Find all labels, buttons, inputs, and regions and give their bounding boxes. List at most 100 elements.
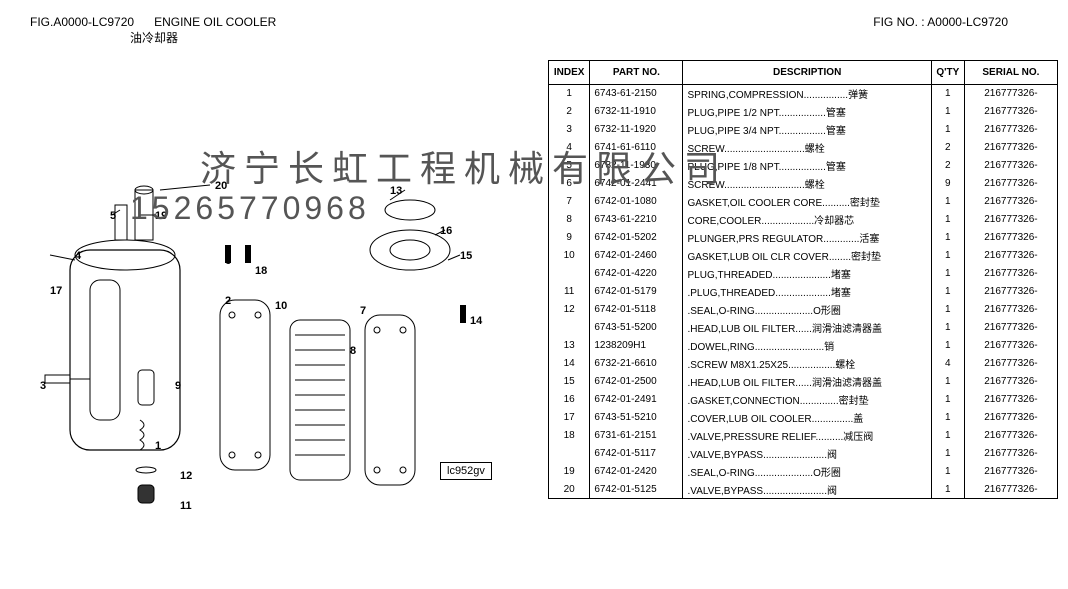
table-row: 86743-61-2210CORE,COOLER................… (549, 211, 1058, 229)
cell-serial: 216777326- (964, 283, 1057, 301)
cell-index: 11 (549, 283, 590, 301)
cell-index: 9 (549, 229, 590, 247)
col-header-description: DESCRIPTION (683, 61, 931, 85)
cell-description: PLUNGER,PRS REGULATOR.............活塞 (683, 229, 931, 247)
cell-serial: 216777326- (964, 445, 1057, 463)
table-row: 186731-61-2151.VALVE,PRESSURE RELIEF....… (549, 427, 1058, 445)
cell-qty: 1 (931, 193, 964, 211)
callout-4: 4 (75, 250, 81, 262)
cell-qty: 1 (931, 481, 964, 499)
cell-description: .HEAD,LUB OIL FILTER......润滑油滤清器盖 (683, 319, 931, 337)
header-right: FIG NO. : A0000-LC9720 (873, 15, 1008, 29)
cell-serial: 216777326- (964, 229, 1057, 247)
cell-description: .GASKET,CONNECTION..............密封垫 (683, 391, 931, 409)
cell-index: 1 (549, 85, 590, 103)
col-header-serial: SERIAL NO. (964, 61, 1057, 85)
cell-description: .SEAL,O-RING.....................O形圈 (683, 301, 931, 319)
cell-description: GASKET,OIL COOLER CORE..........密封垫 (683, 193, 931, 211)
callout-9: 9 (175, 380, 181, 392)
cell-qty: 1 (931, 229, 964, 247)
cell-serial: 216777326- (964, 193, 1057, 211)
cell-index: 10 (549, 247, 590, 265)
cell-qty: 1 (931, 445, 964, 463)
cell-qty: 9 (931, 175, 964, 193)
cell-serial: 216777326- (964, 337, 1057, 355)
callout-7: 7 (360, 305, 366, 317)
cell-qty: 1 (931, 301, 964, 319)
table-row: 96742-01-5202PLUNGER,PRS REGULATOR......… (549, 229, 1058, 247)
cell-qty: 1 (931, 427, 964, 445)
table-row: 6742-01-4220PLUG,THREADED...............… (549, 265, 1058, 283)
cell-serial: 216777326- (964, 301, 1057, 319)
cell-serial: 216777326- (964, 103, 1057, 121)
cell-partno: 6742-01-4220 (590, 265, 683, 283)
cell-description: GASKET,LUB OIL CLR COVER........密封垫 (683, 247, 931, 265)
title-en: ENGINE OIL COOLER (154, 15, 276, 29)
table-row: 166742-01-2491.GASKET,CONNECTION........… (549, 391, 1058, 409)
cell-qty: 1 (931, 247, 964, 265)
cell-index: 13 (549, 337, 590, 355)
cell-partno: 6743-51-5210 (590, 409, 683, 427)
cell-partno: 6742-01-2491 (590, 391, 683, 409)
cell-partno: 6742-01-2500 (590, 373, 683, 391)
cell-index: 18 (549, 427, 590, 445)
fig-label: FIG.A0000-LC9720 (30, 15, 134, 29)
table-row: 26732-11-1910PLUG,PIPE 1/2 NPT..........… (549, 103, 1058, 121)
table-row: 146732-21-6610.SCREW M8X1.25X25.........… (549, 355, 1058, 373)
table-row: 76742-01-1080GASKET,OIL COOLER CORE.....… (549, 193, 1058, 211)
callout-11: 11 (180, 500, 192, 512)
cell-serial: 216777326- (964, 481, 1057, 499)
cell-qty: 1 (931, 463, 964, 481)
cell-qty: 4 (931, 355, 964, 373)
cell-index: 8 (549, 211, 590, 229)
table-row: 6743-51-5200.HEAD,LUB OIL FILTER......润滑… (549, 319, 1058, 337)
cell-qty: 1 (931, 283, 964, 301)
table-row: 196742-01-2420.SEAL,O-RING..............… (549, 463, 1058, 481)
cell-partno: 6743-61-2210 (590, 211, 683, 229)
cell-serial: 216777326- (964, 391, 1057, 409)
cell-serial: 216777326- (964, 427, 1057, 445)
cell-description: PLUG,THREADED.....................堵塞 (683, 265, 931, 283)
cell-qty: 1 (931, 121, 964, 139)
cell-index: 16 (549, 391, 590, 409)
cell-description: .HEAD,LUB OIL FILTER......润滑油滤清器盖 (683, 373, 931, 391)
cell-index (549, 319, 590, 337)
cell-description: .VALVE,BYPASS.......................阀 (683, 445, 931, 463)
cell-description: CORE,COOLER...................冷却器芯 (683, 211, 931, 229)
cell-qty: 1 (931, 319, 964, 337)
table-row: 106742-01-2460GASKET,LUB OIL CLR COVER..… (549, 247, 1058, 265)
table-row: 116742-01-5179.PLUG,THREADED............… (549, 283, 1058, 301)
cell-qty: 1 (931, 211, 964, 229)
table-row: 156742-01-2500.HEAD,LUB OIL FILTER......… (549, 373, 1058, 391)
cell-serial: 216777326- (964, 265, 1057, 283)
watermark-phone: 15265770968 (130, 190, 370, 227)
cell-partno: 6742-01-1080 (590, 193, 683, 211)
cell-partno: 1238209H1 (590, 337, 683, 355)
title-zh: 油冷却器 (130, 29, 276, 46)
cell-serial: 216777326- (964, 247, 1057, 265)
cell-partno: 6732-21-6610 (590, 355, 683, 373)
diagram-code: lc952gv (440, 462, 492, 480)
cell-index: 3 (549, 121, 590, 139)
cell-serial: 216777326- (964, 319, 1057, 337)
cell-index: 2 (549, 103, 590, 121)
cell-qty: 1 (931, 103, 964, 121)
cell-partno: 6731-61-2151 (590, 427, 683, 445)
cell-partno: 6732-11-1910 (590, 103, 683, 121)
fig-no: A0000-LC9720 (927, 15, 1008, 29)
cell-partno: 6742-01-5125 (590, 481, 683, 499)
cell-qty: 1 (931, 391, 964, 409)
callout-12: 12 (180, 470, 192, 482)
cell-partno: 6743-61-2150 (590, 85, 683, 103)
callout-8: 8 (350, 345, 356, 357)
cell-description: .SCREW M8X1.25X25.................螺栓 (683, 355, 931, 373)
cell-description: .COVER,LUB OIL COOLER...............盖 (683, 409, 931, 427)
col-header-partno: PART NO. (590, 61, 683, 85)
table-row: 176743-51-5210.COVER,LUB OIL COOLER.....… (549, 409, 1058, 427)
table-row: 6742-01-5117.VALVE,BYPASS...............… (549, 445, 1058, 463)
callout-1: 1 (155, 440, 161, 452)
cell-index: 19 (549, 463, 590, 481)
cell-partno: 6743-51-5200 (590, 319, 683, 337)
col-header-qty: Q'TY (931, 61, 964, 85)
table-row: 126742-01-5118.SEAL,O-RING..............… (549, 301, 1058, 319)
